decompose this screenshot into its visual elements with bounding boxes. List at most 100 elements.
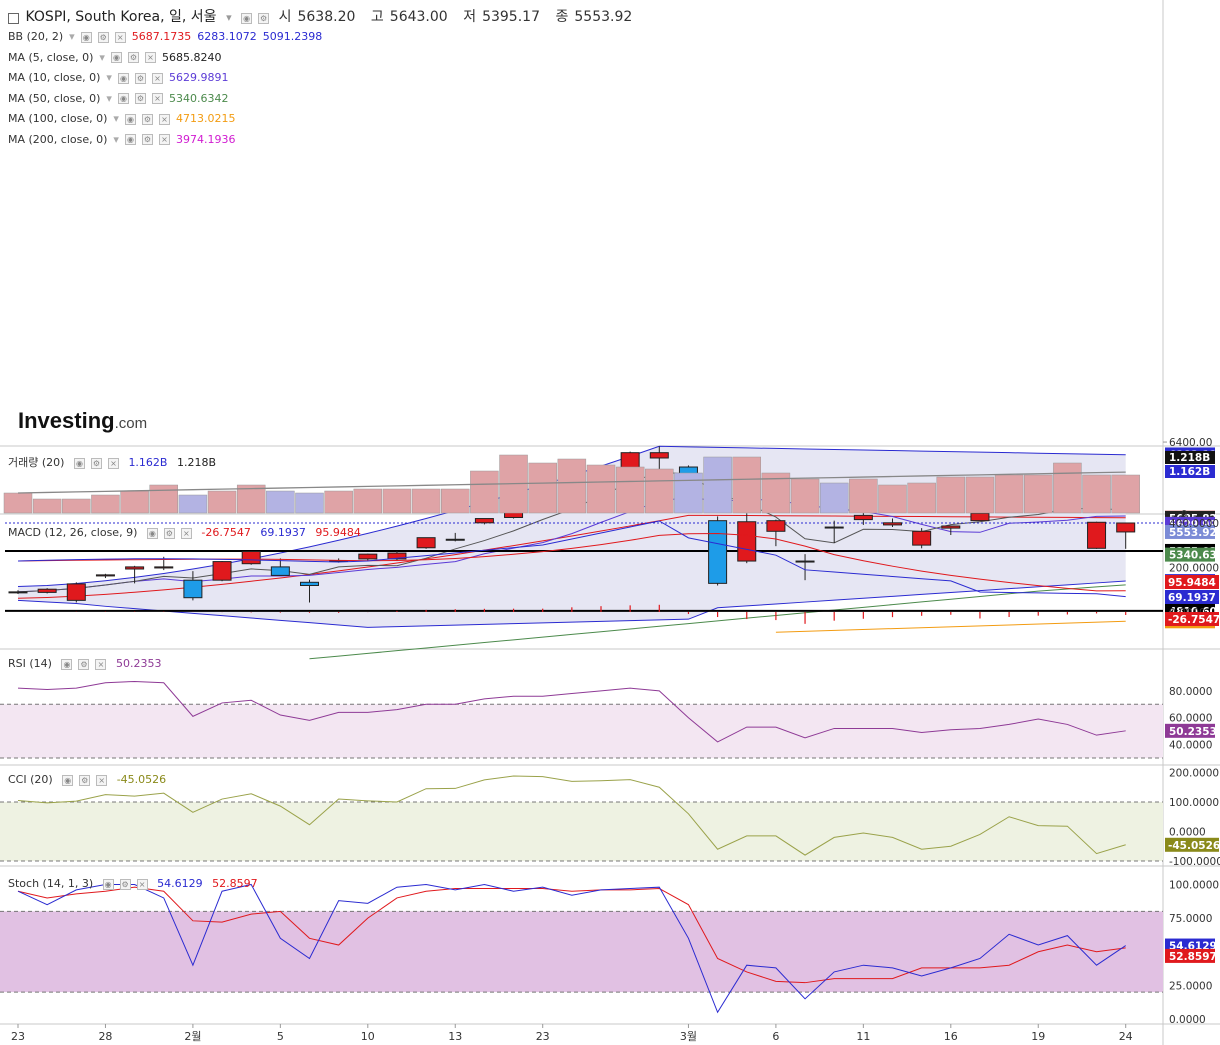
volume-bar — [62, 498, 91, 514]
close-icon[interactable]: × — [151, 93, 163, 104]
volume-badge-text: 1.162B — [1169, 466, 1210, 478]
cci-tick-label: -100.0000 — [1169, 856, 1220, 868]
close-icon[interactable]: × — [136, 878, 148, 890]
settings-icon[interactable]: ⚙ — [141, 113, 153, 125]
candle-body — [66, 583, 86, 601]
volume-bar — [1082, 474, 1111, 514]
volume-bar — [528, 462, 557, 514]
eye-icon[interactable]: ◉ — [124, 113, 136, 125]
dropdown-icon[interactable]: ▾ — [106, 91, 112, 105]
cci-tick-label: 0.0000 — [1169, 827, 1206, 839]
stoch-tick-label: 100.0000 — [1169, 880, 1219, 892]
candle-body — [649, 452, 669, 459]
candle-body — [1087, 521, 1107, 549]
cci-name: CCI (20) — [8, 773, 53, 786]
close-icon[interactable]: × — [158, 134, 170, 145]
low-value: 5395.17 — [482, 9, 540, 25]
stoch-badge-bg — [1165, 948, 1215, 963]
close-icon[interactable]: × — [158, 113, 170, 125]
eye-icon[interactable]: ◉ — [241, 12, 253, 24]
close-icon[interactable]: × — [96, 774, 108, 786]
volume-bar — [1024, 474, 1053, 514]
indicator-name: BB (20, 2) — [8, 30, 64, 43]
settings-icon[interactable]: ⚙ — [134, 72, 146, 84]
x-axis-label: 16 — [944, 1030, 958, 1043]
macd-badge-text: -26.7547 — [1168, 614, 1220, 626]
settings-icon[interactable]: ⚙ — [90, 457, 102, 469]
candle-body — [358, 553, 378, 560]
eye-icon[interactable]: ◉ — [62, 774, 74, 786]
macd-line — [17, 520, 1126, 598]
main-legend: KOSPI, South Korea, 일, 서울 ▾ ◉ ⚙ 시 5638.20 … — [8, 6, 644, 26]
cci-badge-bg — [1165, 837, 1219, 852]
investing-logo: Investing.com — [18, 408, 147, 434]
settings-icon[interactable]: ⚙ — [97, 31, 109, 43]
close-icon[interactable]: × — [107, 457, 119, 469]
close-icon[interactable]: × — [151, 72, 163, 84]
eye-icon[interactable]: ◉ — [61, 658, 73, 670]
eye-icon[interactable]: ◉ — [146, 527, 158, 539]
high-label: 고 — [370, 9, 384, 25]
eye-icon[interactable]: ◉ — [80, 31, 92, 43]
candle-body — [941, 525, 961, 529]
rsi-tick-label: 60.0000 — [1169, 713, 1212, 725]
close-icon[interactable]: × — [180, 527, 192, 539]
macd-name: MACD (12, 26, close, 9) — [8, 526, 138, 539]
dropdown-icon[interactable]: ▾ — [106, 71, 112, 84]
rsi-band-fill — [0, 704, 1163, 758]
indicator-name: MA (50, close, 0) — [8, 91, 101, 105]
rsi-tick-label: 80.0000 — [1169, 686, 1212, 698]
settings-icon[interactable]: ⚙ — [163, 527, 175, 539]
close-icon[interactable]: × — [95, 658, 107, 670]
collapse-icon[interactable] — [8, 12, 19, 24]
volume-bar — [761, 472, 791, 514]
candle-body — [300, 581, 319, 586]
dropdown-icon[interactable]: ▾ — [69, 30, 75, 43]
volume-bar — [3, 492, 33, 514]
settings-icon[interactable]: ⚙ — [258, 12, 270, 24]
candle-body — [8, 591, 28, 594]
dropdown-icon[interactable]: ▾ — [113, 132, 119, 146]
volume-bar — [1111, 474, 1140, 514]
volume-bar — [557, 458, 587, 514]
volume-bar — [295, 492, 324, 514]
candle-body — [416, 537, 436, 549]
x-axis-label: 23 — [11, 1030, 25, 1043]
eye-icon[interactable]: ◉ — [124, 134, 136, 145]
dropdown-icon[interactable]: ▾ — [226, 11, 232, 24]
settings-icon[interactable]: ⚙ — [134, 93, 146, 104]
ma100-line — [775, 620, 1126, 633]
volume-bar — [32, 498, 62, 514]
indicator-name: MA (100, close, 0) — [8, 112, 108, 125]
settings-icon[interactable]: ⚙ — [79, 774, 91, 786]
settings-icon[interactable]: ⚙ — [119, 878, 131, 890]
settings-icon[interactable]: ⚙ — [141, 134, 153, 145]
price-badge-bg — [1165, 547, 1215, 562]
ohlc-open: 시 5638.20 — [279, 9, 362, 25]
eye-icon[interactable]: ◉ — [102, 878, 114, 890]
dropdown-icon[interactable]: ▾ — [113, 112, 119, 125]
candle-body — [970, 512, 990, 522]
symbol-title: KOSPI, South Korea, 일, 서울 — [25, 9, 217, 25]
indicator-row: MA (200, close, 0) ▾ ◉ ⚙ × 3974.1936 — [8, 130, 328, 151]
eye-icon[interactable]: ◉ — [73, 457, 85, 469]
stoch-d-line — [17, 886, 1126, 984]
volume-zero-label: 0 — [1181, 509, 1187, 520]
candle-body — [445, 538, 465, 541]
volume-bar — [91, 494, 120, 514]
cci-value: -45.0526 — [116, 773, 167, 786]
settings-icon[interactable]: ⚙ — [127, 52, 139, 63]
dropdown-icon[interactable]: ▾ — [99, 50, 105, 64]
close-icon[interactable]: × — [114, 31, 126, 43]
eye-icon[interactable]: ◉ — [110, 52, 122, 63]
macd-legend: MACD (12, 26, close, 9) ◉ ⚙ × -26.7547 69.… — [8, 526, 367, 539]
stoch-k-value: 54.6129 — [157, 877, 203, 890]
close-icon[interactable]: × — [144, 52, 156, 63]
candle-body — [883, 522, 902, 526]
cci-legend: CCI (20) ◉ ⚙ × -45.0526 — [8, 773, 172, 786]
eye-icon[interactable]: ◉ — [117, 72, 129, 84]
settings-icon[interactable]: ⚙ — [78, 658, 90, 670]
stoch-band-fill — [0, 911, 1163, 993]
eye-icon[interactable]: ◉ — [117, 93, 129, 104]
